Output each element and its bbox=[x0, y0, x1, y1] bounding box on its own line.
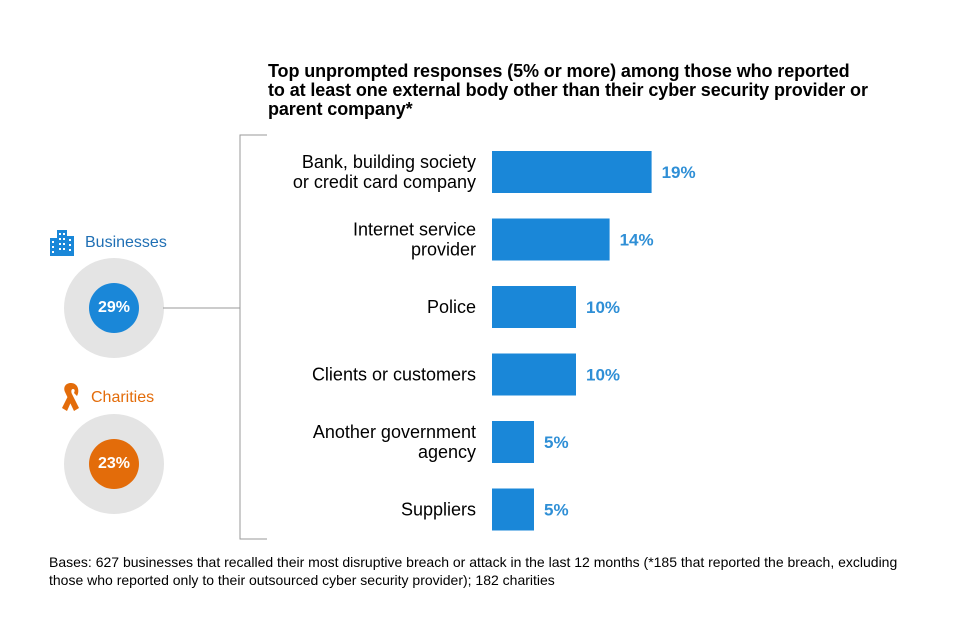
value-label-4: 5% bbox=[544, 433, 569, 452]
bar-2 bbox=[492, 286, 576, 328]
category-label-0: Bank, building society or credit card com… bbox=[293, 152, 476, 192]
value-label-2: 10% bbox=[586, 298, 620, 317]
category-label-1: Internet service provider bbox=[353, 220, 476, 260]
charities-value: 23% bbox=[89, 439, 139, 489]
charities-ring: 23% bbox=[64, 414, 164, 514]
businesses-ring: 29% bbox=[64, 258, 164, 358]
category-label-5: Suppliers bbox=[401, 500, 476, 520]
charities-label: Charities bbox=[91, 389, 155, 406]
category-label-2: Police bbox=[427, 297, 476, 317]
businesses-label: Businesses bbox=[85, 234, 167, 251]
businesses-value: 29% bbox=[89, 283, 139, 333]
chart-title: Top unprompted responses (5% or more) am… bbox=[268, 61, 868, 119]
value-label-1: 14% bbox=[620, 231, 654, 250]
bar-1 bbox=[492, 218, 610, 261]
bracket bbox=[239, 134, 267, 540]
ribbon-icon bbox=[62, 383, 79, 411]
bar-0 bbox=[492, 151, 652, 193]
bar-4 bbox=[492, 421, 534, 463]
bar-3 bbox=[492, 353, 576, 396]
category-label-4: Another government agency bbox=[313, 422, 476, 462]
value-label-3: 10% bbox=[586, 366, 620, 385]
value-label-0: 19% bbox=[662, 163, 696, 182]
building-icon bbox=[50, 230, 74, 256]
bar-5 bbox=[492, 488, 534, 531]
footnote: Bases: 627 businesses that recalled thei… bbox=[49, 554, 898, 588]
category-label-3: Clients or customers bbox=[312, 365, 476, 385]
value-label-5: 5% bbox=[544, 501, 569, 520]
